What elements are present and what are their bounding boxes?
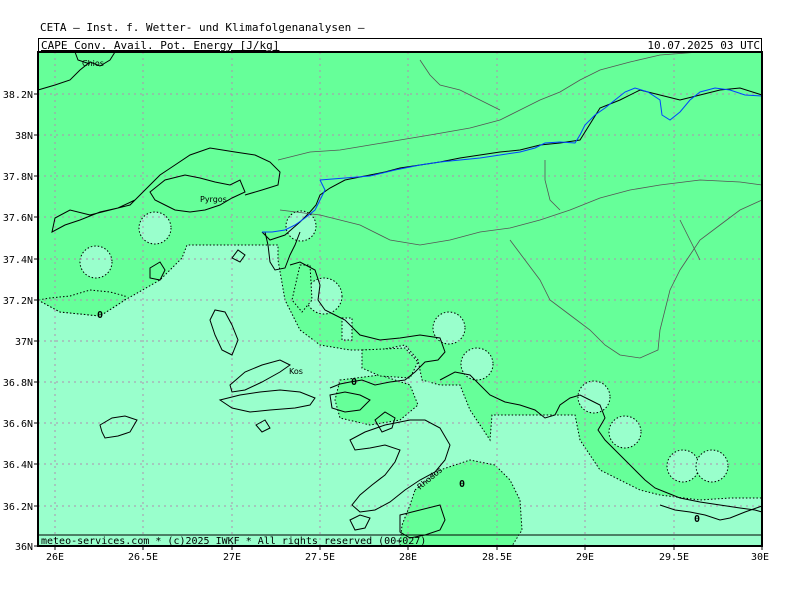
lat-label: 36N <box>15 542 33 553</box>
map-frame <box>37 51 763 547</box>
lon-label: 30E <box>751 552 769 563</box>
province-borders <box>277 51 763 359</box>
variable-title: CAPE_Conv._Avail._Pot._Energy_[J/kg] <box>41 39 280 52</box>
lat-lon-grid <box>38 52 762 546</box>
coastlines <box>37 51 763 539</box>
river <box>262 87 763 233</box>
cape-zero-patches <box>291 264 523 547</box>
lon-label: 29.5E <box>659 552 689 563</box>
lon-axis: 26E 26.5E 27E 27.5E 28E 28.5E 29E 29.5E … <box>46 546 769 563</box>
lon-label: 29E <box>576 552 594 563</box>
place-label: Chios <box>82 59 104 68</box>
institute-title: CETA – Inst. f. Wetter- und Klimafolgena… <box>40 21 365 34</box>
lon-label: 27E <box>223 552 241 563</box>
lat-label: 37.8N <box>3 172 33 183</box>
lat-label: 36.8N <box>3 378 33 389</box>
header-bar <box>38 38 762 52</box>
lat-label: 38.2N <box>3 90 33 101</box>
lon-label: 26.5E <box>128 552 158 563</box>
lat-axis: 38.2N 38N 37.8N 37.6N 37.4N 37.2N 37N 36… <box>3 90 38 553</box>
lat-label: 36.6N <box>3 419 33 430</box>
lon-label: 28.5E <box>482 552 512 563</box>
contour-label: 0 <box>694 514 700 525</box>
contour-label: 0 <box>97 310 103 321</box>
lat-label: 36.2N <box>3 502 33 513</box>
lat-label: 37N <box>15 337 33 348</box>
place-label: Kos <box>289 367 303 376</box>
lat-label: 36.4N <box>3 460 33 471</box>
lon-label: 28E <box>399 552 417 563</box>
lat-label: 37.6N <box>3 213 33 224</box>
contour-label: 0 <box>351 377 357 388</box>
valid-datetime: 10.07.2025 03 UTC <box>647 39 760 52</box>
lat-label: 37.4N <box>3 255 33 266</box>
lat-label: 37.2N <box>3 296 33 307</box>
lon-label: 26E <box>46 552 64 563</box>
lon-label: 27.5E <box>305 552 335 563</box>
lat-label: 38N <box>15 131 33 142</box>
place-label: Pyrgos <box>200 195 227 204</box>
contour-label: 0 <box>459 479 465 490</box>
copyright-footer: meteo-services.com * (c)2025 IWKF * All … <box>41 536 426 547</box>
